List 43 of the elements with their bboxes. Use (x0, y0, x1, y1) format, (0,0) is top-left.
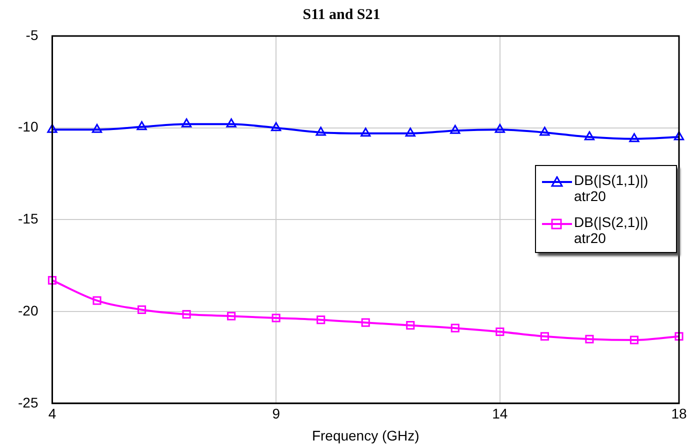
point (450, 324, 460, 332)
y-tick-label: -15 (18, 210, 38, 227)
point (181, 118, 192, 128)
point (136, 121, 147, 130)
point (540, 332, 549, 341)
point (272, 314, 280, 322)
point (227, 312, 236, 320)
point (360, 128, 371, 137)
legend-label: DB(|S(1,1)|) atr20 (574, 172, 650, 204)
point (406, 321, 415, 330)
point (47, 124, 58, 133)
point (540, 126, 550, 136)
point (48, 276, 57, 285)
point (585, 334, 594, 344)
x-tick-label: 14 (492, 406, 508, 422)
y-tick-label: -10 (18, 118, 38, 135)
point (361, 318, 370, 327)
point (92, 296, 102, 305)
x-axis-title: Frequency (GHz) (312, 427, 420, 444)
point (584, 131, 595, 140)
point (92, 124, 102, 133)
point (316, 316, 326, 324)
y-tick-label: -5 (26, 26, 38, 43)
chart-title: S11 and S21 (302, 6, 380, 23)
point (405, 128, 416, 137)
point (226, 118, 236, 128)
point (450, 124, 460, 134)
point (271, 122, 282, 132)
x-tick-label: 18 (671, 406, 687, 422)
point (137, 305, 146, 314)
point (629, 133, 640, 142)
point (494, 124, 506, 133)
x-tick-label: 4 (48, 406, 56, 422)
y-tick-label: -20 (18, 302, 38, 318)
point (674, 332, 684, 341)
point (674, 131, 684, 140)
point (630, 336, 639, 344)
y-tick-label: -25 (18, 394, 38, 410)
point (496, 327, 504, 336)
legend-label: DB(|S(2,1)|) atr20 (574, 214, 650, 246)
point (316, 126, 326, 136)
point (182, 310, 191, 319)
x-tick-label: 9 (272, 406, 280, 422)
